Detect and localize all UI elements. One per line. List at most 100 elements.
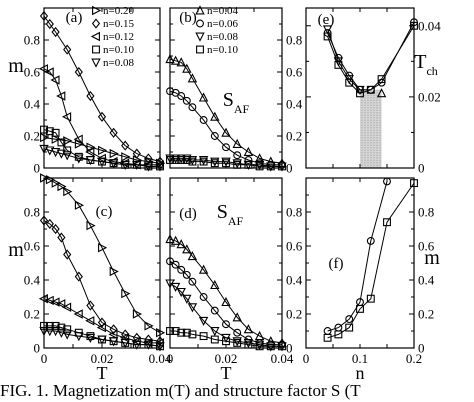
- data-point: [63, 44, 72, 55]
- data-point: [156, 327, 166, 338]
- data-point: [177, 92, 186, 100]
- legend-marker: [196, 45, 204, 54]
- data-point: [334, 330, 343, 339]
- data-point: [45, 218, 54, 229]
- data-point: [366, 294, 375, 303]
- data-point: [97, 111, 107, 122]
- legend-marker: [195, 5, 205, 15]
- data-point: [233, 151, 242, 160]
- data-point: [333, 57, 344, 67]
- series-line: [169, 282, 282, 347]
- plot-frame: [43, 7, 161, 169]
- data-point: [132, 309, 143, 319]
- legend-label: n=0.06: [207, 18, 238, 30]
- data-point: [176, 57, 186, 67]
- data-point: [188, 277, 197, 286]
- series-line: [327, 29, 361, 91]
- data-point: [86, 300, 95, 311]
- data-point: [155, 162, 165, 172]
- data-point: [45, 127, 54, 136]
- data-point: [155, 156, 165, 167]
- x-tick-label: 0: [303, 351, 310, 366]
- data-point: [74, 200, 85, 210]
- data-point: [323, 333, 332, 342]
- data-point: [221, 157, 231, 167]
- data-point: [56, 149, 67, 159]
- data-point: [233, 160, 242, 169]
- legend: n=0.20n=0.15n=0.12n=0.10n=0.08: [90, 5, 134, 69]
- data-point: [199, 157, 208, 166]
- data-point: [199, 332, 208, 341]
- data-point: [143, 340, 154, 350]
- y-tick-label: 0.02: [418, 89, 441, 104]
- data-point: [144, 334, 153, 345]
- series-line: [327, 182, 415, 339]
- series-line: [43, 177, 161, 334]
- data-point: [188, 330, 197, 339]
- x-tick-label: 0.02: [91, 351, 114, 366]
- data-point: [155, 342, 165, 352]
- data-point: [73, 134, 83, 144]
- data-point: [170, 55, 181, 65]
- data-point: [176, 287, 186, 298]
- data-point: [356, 304, 364, 313]
- data-point: [108, 159, 119, 169]
- data-point: [278, 342, 286, 351]
- y-tick-label-right: 0.2: [286, 129, 302, 144]
- data-point: [322, 25, 333, 35]
- panel-label: (c): [96, 204, 113, 220]
- panel-label: (a): [66, 10, 83, 26]
- data-point: [182, 328, 191, 337]
- data-point: [74, 271, 83, 282]
- data-point: [132, 340, 142, 350]
- data-point: [98, 242, 108, 253]
- y-axis-label-sub: AF: [228, 214, 244, 228]
- data-point: [221, 296, 231, 307]
- data-point: [182, 244, 192, 254]
- data-point: [51, 321, 60, 330]
- data-point: [232, 337, 242, 347]
- data-point: [222, 320, 230, 329]
- data-point: [44, 67, 54, 77]
- y-tick-label-right: 0: [286, 161, 293, 176]
- y-tick-label: 0.6: [24, 239, 41, 254]
- series-line: [170, 159, 282, 167]
- data-point: [120, 338, 130, 349]
- data-point: [56, 91, 66, 101]
- data-point: [109, 127, 118, 138]
- data-point: [108, 337, 119, 347]
- data-point: [45, 327, 55, 337]
- data-point: [50, 75, 60, 85]
- data-point: [57, 232, 66, 243]
- series-line: [327, 25, 415, 94]
- data-point: [177, 265, 186, 274]
- data-point: [366, 236, 375, 245]
- panel-label: (d): [179, 206, 197, 222]
- data-point: [85, 316, 95, 326]
- data-point: [73, 309, 83, 319]
- data-point: [40, 321, 48, 330]
- data-point: [51, 128, 60, 137]
- data-point: [51, 134, 61, 144]
- legend-marker: [91, 18, 101, 29]
- data-point: [132, 332, 141, 343]
- x-axis-label: T: [97, 363, 108, 380]
- y-axis-label: SAF: [217, 201, 244, 228]
- data-point: [255, 342, 264, 351]
- panel-e: 0 0.02 0.04 Tch (e): [305, 7, 441, 176]
- data-point: [39, 144, 49, 155]
- data-point: [182, 294, 192, 304]
- data-point: [85, 156, 96, 166]
- data-point: [376, 88, 387, 98]
- data-point: [171, 156, 180, 164]
- data-point: [182, 63, 192, 73]
- panel-label: (f): [329, 256, 344, 272]
- legend-label: n=0.08: [207, 31, 238, 43]
- y-tick-label: 0.2: [24, 129, 40, 144]
- data-point: [74, 154, 84, 164]
- data-point: [355, 85, 365, 95]
- figure-canvas: 00.20.40.60.8m(a) n=0.20n=0.15n=0.12n=0.1…: [8, 5, 441, 380]
- legend-label: n=0.12: [103, 31, 134, 43]
- data-point: [232, 138, 242, 148]
- data-point: [170, 235, 181, 245]
